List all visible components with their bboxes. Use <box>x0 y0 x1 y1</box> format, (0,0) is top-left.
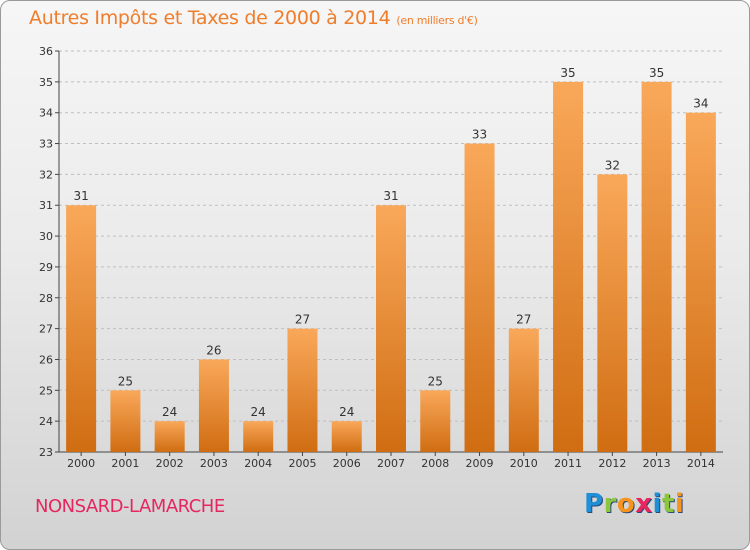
y-tick-label: 26 <box>39 353 53 366</box>
bar <box>198 359 229 452</box>
bar-value-label: 24 <box>251 405 266 419</box>
bar <box>331 421 362 452</box>
logo-letter: i <box>652 489 662 519</box>
x-tick-label: 2007 <box>377 457 405 470</box>
proxiti-logo: Proxiti <box>584 489 684 519</box>
x-tick-label: 2014 <box>687 457 715 470</box>
bar <box>553 81 584 452</box>
x-tick-label: 2002 <box>156 457 184 470</box>
bar-value-label: 35 <box>649 66 664 80</box>
bar <box>641 81 672 452</box>
y-tick-label: 36 <box>39 45 53 58</box>
bar-value-label: 35 <box>560 66 575 80</box>
bar <box>685 112 716 452</box>
bar-value-label: 31 <box>383 189 398 203</box>
bars <box>66 81 716 453</box>
x-tick-label: 2005 <box>288 457 316 470</box>
x-tick-label: 2003 <box>200 457 228 470</box>
bar-value-label: 33 <box>472 128 487 142</box>
y-tick-label: 32 <box>39 168 53 181</box>
y-tick-label: 27 <box>39 323 53 336</box>
y-tick-label: 25 <box>39 384 53 397</box>
bar <box>243 421 274 452</box>
y-tick-label: 31 <box>39 199 53 212</box>
y-tick-label: 23 <box>39 446 53 459</box>
y-tick-label: 33 <box>39 138 53 151</box>
logo-letter: o <box>616 489 636 519</box>
bar <box>376 205 406 452</box>
bar-value-label: 27 <box>295 313 310 327</box>
bar-value-label: 32 <box>605 158 620 172</box>
bar-value-label: 24 <box>339 405 354 419</box>
bar-value-label: 34 <box>693 97 708 111</box>
logo-letter: t <box>661 489 675 519</box>
labels: 23 24 25 26 27 28 29 30 31 32 33 34 35 36 31 2000 25 2001… <box>39 45 715 470</box>
y-tick-label: 35 <box>39 76 53 89</box>
bar-value-label: 27 <box>516 313 531 327</box>
x-tick-label: 2008 <box>421 457 449 470</box>
x-tick-label: 2012 <box>598 457 626 470</box>
bar-value-label: 31 <box>73 189 88 203</box>
y-tick-label: 30 <box>39 230 53 243</box>
logo-letter: r <box>603 489 617 519</box>
logo-letter: x <box>635 489 653 519</box>
bar-value-label: 25 <box>428 374 443 388</box>
logo-letter: i <box>674 489 685 519</box>
y-tick-label: 24 <box>39 415 53 428</box>
chart-title-unit: (en milliers d'€) <box>396 14 478 27</box>
bar-value-label: 25 <box>118 374 133 388</box>
chart-title: Autres Impôts et Taxes de 2000 à 2014 (en… <box>29 7 478 29</box>
y-tick-label: 29 <box>39 261 53 274</box>
bar <box>110 390 141 452</box>
x-tick-label: 2009 <box>466 457 494 470</box>
bar-value-label: 24 <box>162 405 177 419</box>
bar <box>597 174 628 452</box>
bar <box>508 328 539 452</box>
x-tick-label: 2013 <box>643 457 671 470</box>
x-tick-label: 2004 <box>244 457 272 470</box>
bar <box>66 205 97 452</box>
bar <box>420 390 451 452</box>
x-tick-label: 2011 <box>554 457 582 470</box>
y-tick-label: 28 <box>39 292 53 305</box>
bar <box>464 143 495 453</box>
x-tick-label: 2010 <box>510 457 538 470</box>
bar-value-label: 26 <box>206 343 221 357</box>
x-tick-label: 2000 <box>67 457 95 470</box>
logo-letter: P <box>584 489 604 519</box>
bar <box>287 328 318 452</box>
bar <box>154 421 185 452</box>
x-tick-label: 2006 <box>333 457 361 470</box>
y-tick-label: 34 <box>39 107 53 120</box>
commune-name: NONSARD-LAMARCHE <box>35 496 225 517</box>
chart-title-text: Autres Impôts et Taxes de 2000 à 2014 <box>29 7 391 29</box>
x-tick-label: 2001 <box>111 457 139 470</box>
